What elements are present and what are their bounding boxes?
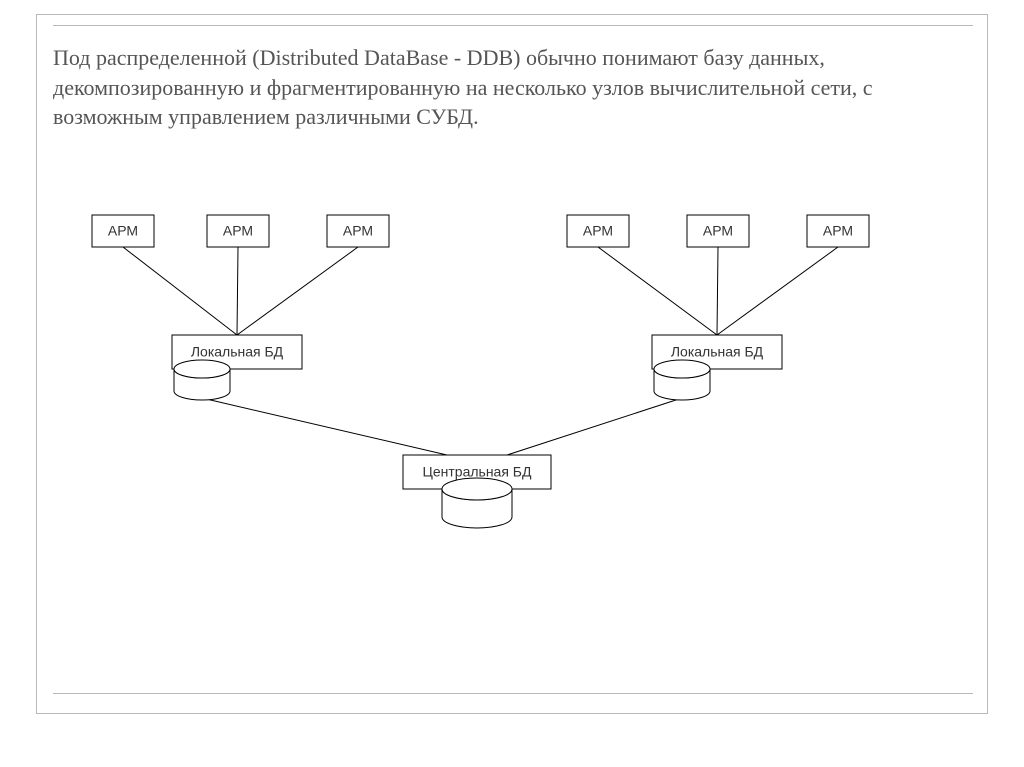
arm-box-left-1: АРМ xyxy=(207,215,269,247)
edge-arm-local-right-2 xyxy=(717,247,838,335)
svg-text:АРМ: АРМ xyxy=(583,223,613,239)
central-db-cylinder xyxy=(442,478,512,528)
edge-arm-local-left-1 xyxy=(237,247,238,335)
arm-box-right-0: АРМ xyxy=(567,215,629,247)
divider-bottom xyxy=(53,693,973,694)
arm-box-left-0: АРМ xyxy=(92,215,154,247)
svg-text:Центральная БД: Центральная БД xyxy=(423,464,532,480)
edge-arm-local-left-0 xyxy=(123,247,237,335)
svg-text:АРМ: АРМ xyxy=(703,223,733,239)
edge-arm-local-right-0 xyxy=(598,247,717,335)
description-text: Под распределенной (Distributed DataBase… xyxy=(53,43,973,132)
svg-text:Локальная БД: Локальная БД xyxy=(671,344,764,360)
slide-frame: Под распределенной (Distributed DataBase… xyxy=(36,14,988,714)
arm-box-left-2: АРМ xyxy=(327,215,389,247)
ddb-diagram: АРМ АРМ АРМ АРМ АРМ АРМ Локальная БД Локальная … xyxy=(37,175,989,605)
svg-text:АРМ: АРМ xyxy=(223,223,253,239)
svg-text:АРМ: АРМ xyxy=(343,223,373,239)
svg-text:АРМ: АРМ xyxy=(823,223,853,239)
local-db-left-cylinder xyxy=(174,360,230,400)
arm-box-right-1: АРМ xyxy=(687,215,749,247)
local-db-right-cylinder xyxy=(654,360,710,400)
arm-box-right-2: АРМ xyxy=(807,215,869,247)
svg-text:АРМ: АРМ xyxy=(108,223,138,239)
edge-local-right-central xyxy=(507,398,682,455)
edge-local-left-central xyxy=(202,398,447,455)
diagram-container: АРМ АРМ АРМ АРМ АРМ АРМ Локальная БД Локальная … xyxy=(37,175,989,605)
svg-text:Локальная БД: Локальная БД xyxy=(191,344,284,360)
divider-top xyxy=(53,25,973,26)
edge-arm-local-left-2 xyxy=(237,247,358,335)
edge-arm-local-right-1 xyxy=(717,247,718,335)
